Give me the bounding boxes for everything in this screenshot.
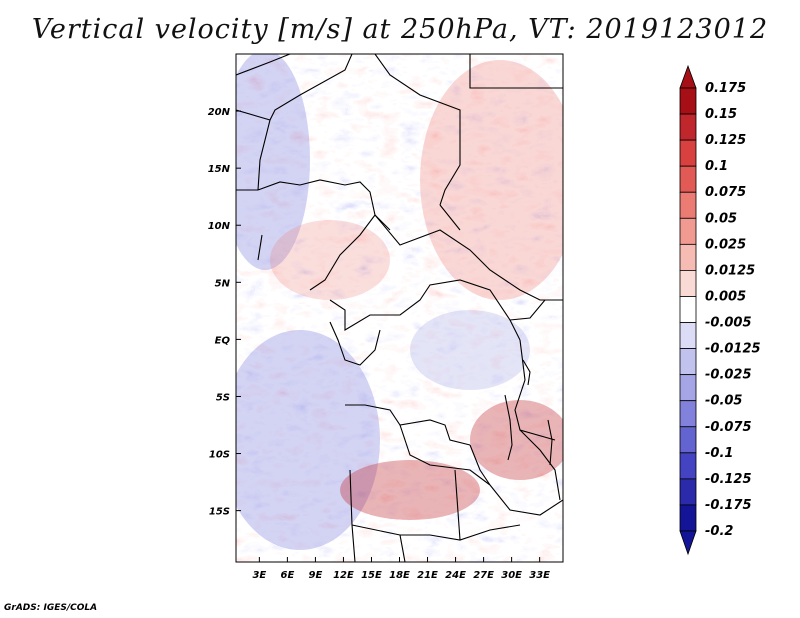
colorbar-swatch <box>679 348 697 376</box>
colorbar-level-label: -0.1 <box>705 446 733 461</box>
colorbar-swatch <box>679 322 697 349</box>
lon-tick-label: 6E <box>280 570 294 581</box>
lat-tick-label: 5S <box>216 392 230 403</box>
colorbar-level-label: -0.125 <box>705 472 752 487</box>
colorbar-level-label: -0.05 <box>705 394 742 409</box>
lon-tick-label: 21E <box>417 570 438 581</box>
colorbar-swatch <box>679 478 697 506</box>
colorbar-swatch <box>679 113 697 141</box>
colorbar-bottom-label: -0.2 <box>705 524 733 539</box>
colorbar-swatch <box>679 243 697 271</box>
lat-tick-label: 15N <box>208 164 231 175</box>
colorbar-level-label: 0.1 <box>705 159 728 174</box>
colorbar-swatch <box>679 374 697 402</box>
colorbar-swatch <box>679 217 697 245</box>
colorbar-swatch <box>679 296 697 323</box>
colorbar-swatch <box>679 87 697 115</box>
colorbar-level-label: -0.025 <box>705 368 752 383</box>
colorbar-swatch <box>679 191 697 219</box>
colorbar-level-label: -0.005 <box>705 316 752 331</box>
lon-tick-label: 33E <box>529 570 550 581</box>
colorbar-top-label: 0.175 <box>705 81 746 96</box>
lon-tick-label: 18E <box>389 570 410 581</box>
lon-tick-label: 9E <box>309 570 323 581</box>
colorbar: 0.175 0.15 0.125 0.1 0.075 0.05 0.025 0.0125 0.… <box>679 64 761 556</box>
colorbar-upper-triangle <box>679 64 697 89</box>
colorbar-level-label: -0.0125 <box>705 342 761 357</box>
lat-tick-label: 10S <box>209 450 230 461</box>
colorbar-level-label: 0.05 <box>705 211 737 226</box>
colorbar-level-label: 0.005 <box>705 289 746 304</box>
colorbar-swatch <box>679 139 697 167</box>
colorbar-swatch <box>679 270 697 297</box>
lon-tick-label: 24E <box>445 570 466 581</box>
chart-title: Vertical velocity [m/s] at 250hPa, VT: 2… <box>31 14 769 45</box>
colorbar-swatch <box>679 400 697 428</box>
axis-ticks: 3E 6E 9E 12E 15E 18E 21E 24E 27E 30E 33E 20N 15N 10N 5… <box>208 107 550 581</box>
colorbar-level-label: 0.075 <box>705 185 746 200</box>
lakes <box>504 359 553 466</box>
lon-tick-label: 30E <box>501 570 522 581</box>
colorbar-lower-triangle <box>679 530 697 556</box>
colorbar-level-label: 0.025 <box>705 237 746 252</box>
colorbar-level-label: 0.125 <box>705 133 746 148</box>
lat-tick-label: EQ <box>215 335 231 346</box>
colorbar-level-label: 0.15 <box>705 107 737 122</box>
lat-tick-label: 15S <box>209 507 230 518</box>
lat-tick-label: 10N <box>208 221 231 232</box>
colorbar-swatch <box>679 426 697 454</box>
colorbar-level-label: -0.075 <box>705 420 752 435</box>
credit-text: GrADS: IGES/COLA <box>4 603 98 613</box>
colorbar-swatch <box>679 452 697 480</box>
lon-tick-label: 15E <box>361 570 382 581</box>
country-borders <box>236 54 563 562</box>
lon-tick-label: 27E <box>473 570 494 581</box>
lat-tick-label: 20N <box>208 107 231 118</box>
lon-tick-label: 3E <box>252 570 266 581</box>
colorbar-level-label: 0.0125 <box>705 263 755 278</box>
colorbar-swatch <box>679 504 697 532</box>
colorbar-swatch <box>679 165 697 193</box>
velocity-field <box>236 54 563 562</box>
lat-tick-label: 5N <box>215 278 231 289</box>
colorbar-level-label: -0.175 <box>705 498 752 513</box>
lon-tick-label: 12E <box>333 570 354 581</box>
